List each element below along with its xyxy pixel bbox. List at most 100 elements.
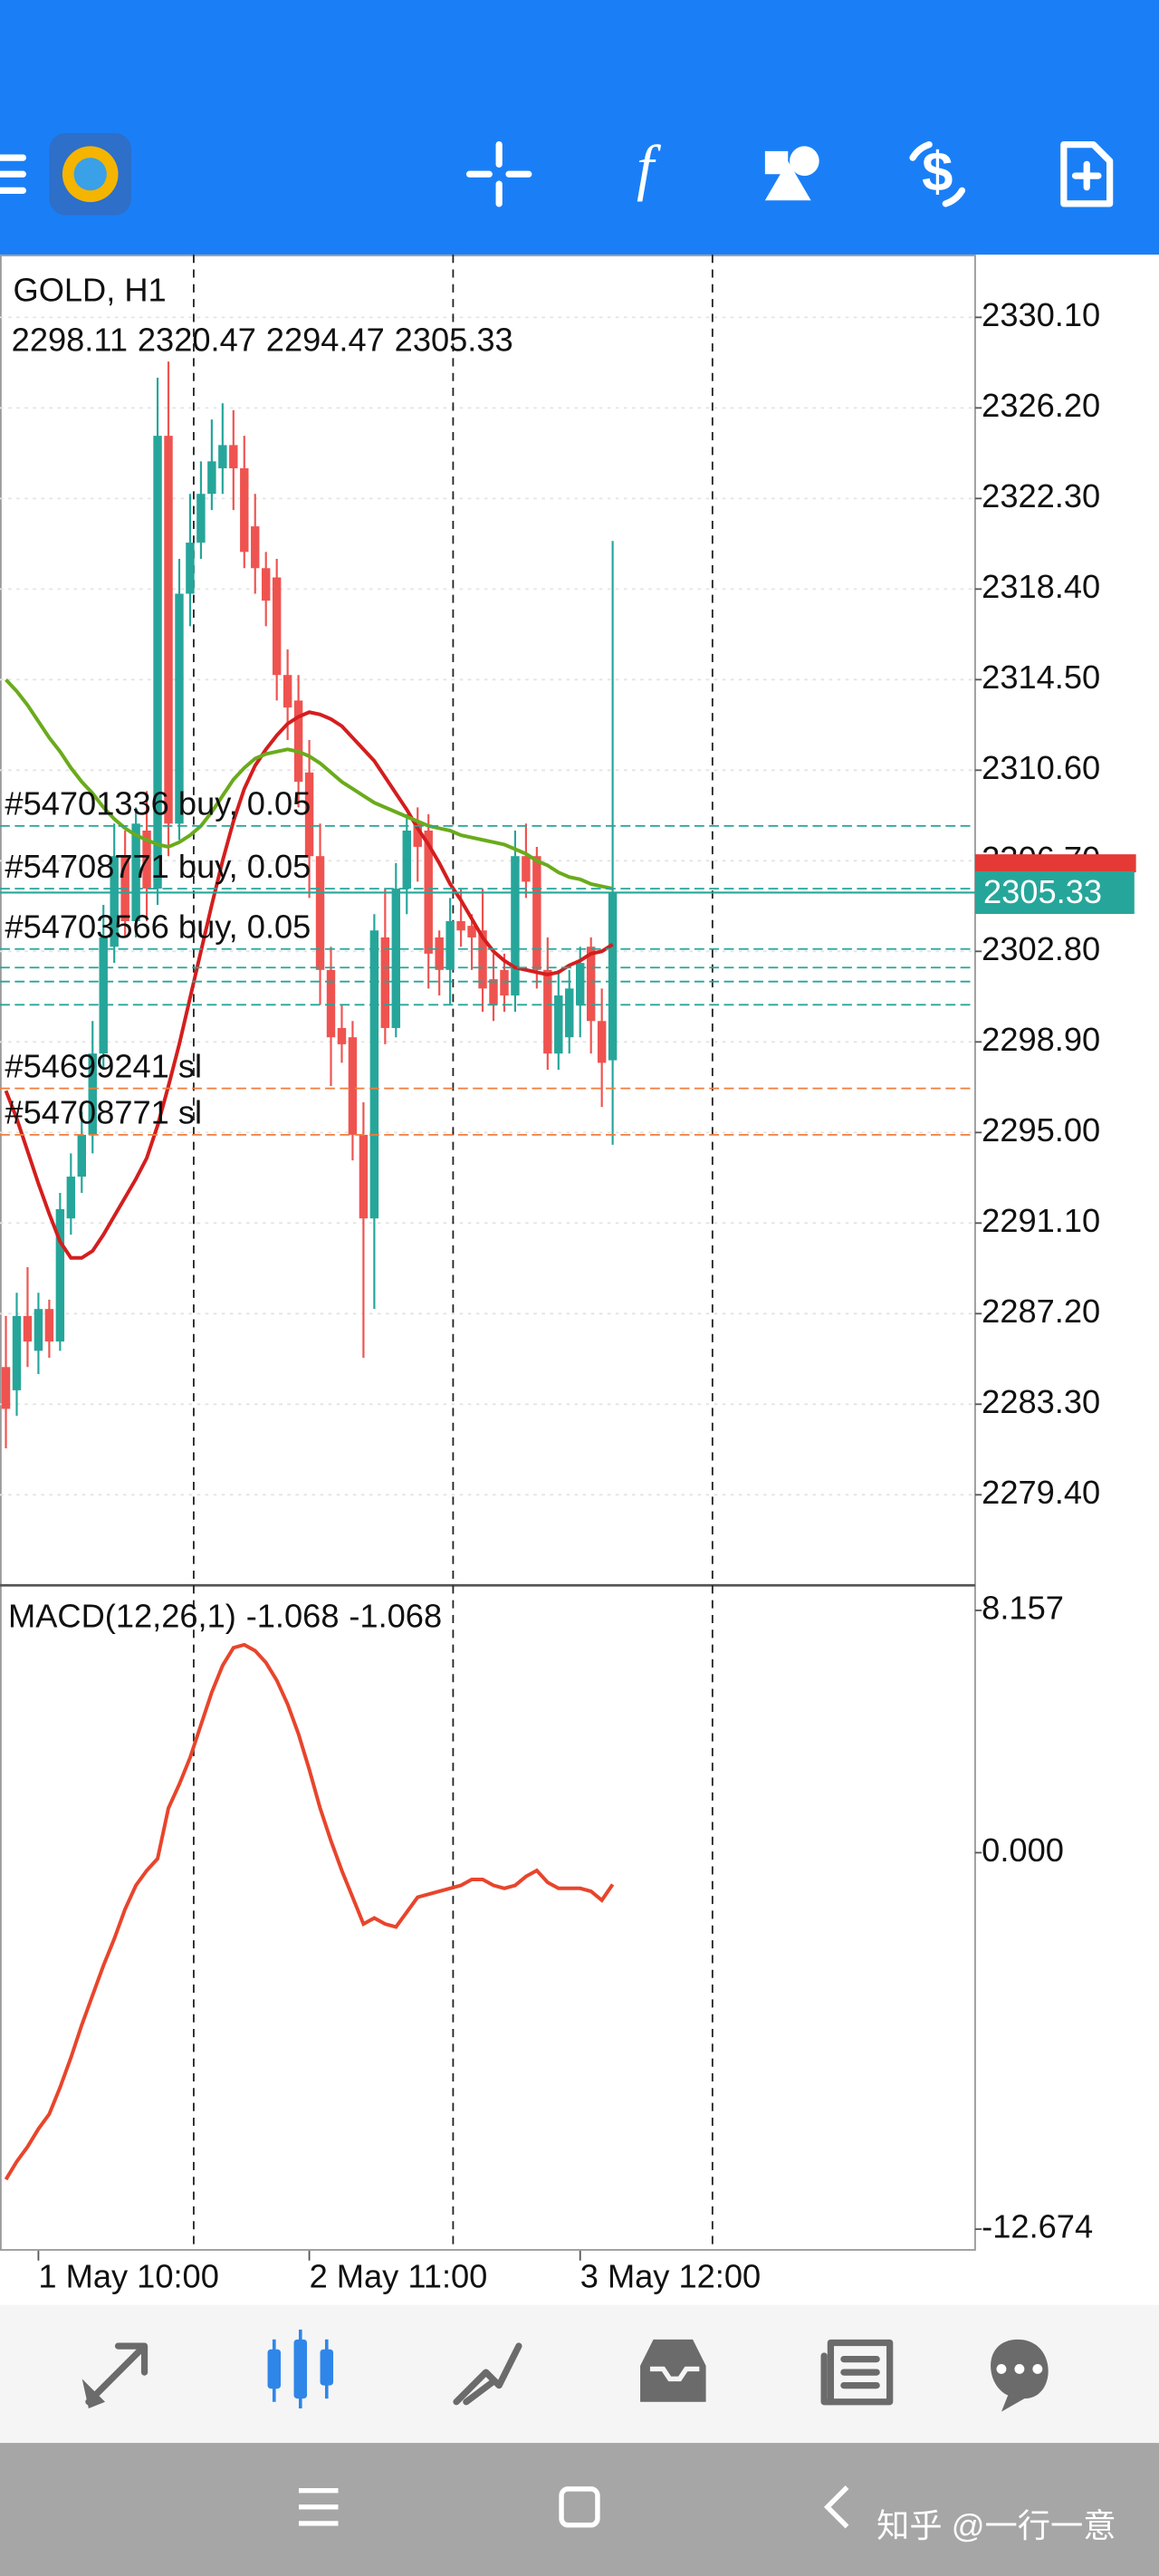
candle-body	[391, 889, 401, 1028]
candle-body	[522, 856, 531, 882]
y-tick-label: 2326.20	[982, 387, 1100, 424]
chat-tab[interactable]	[991, 2339, 1049, 2412]
candle-body	[586, 947, 596, 1022]
candle-body	[55, 1208, 65, 1342]
y-tick-label: 8.157	[982, 1590, 1064, 1627]
top-bar	[0, 0, 1159, 255]
y-tick-label: 2302.80	[982, 930, 1100, 967]
candle-body	[251, 526, 260, 569]
crosshair-button[interactable]	[465, 140, 532, 207]
y-tick-label: 0.000	[982, 1831, 1064, 1869]
candle-body	[207, 461, 216, 495]
price-panel	[0, 361, 975, 1449]
y-tick-label: -12.674	[982, 2208, 1093, 2245]
candle-body	[532, 856, 541, 970]
home-button[interactable]	[559, 2486, 600, 2528]
candle-body	[608, 892, 618, 1061]
candle-body	[597, 1021, 607, 1063]
y-tick-label: 2283.30	[982, 1383, 1100, 1420]
order-label: #54699241 sl	[5, 1047, 202, 1084]
macd-signal: -1.068	[349, 1597, 442, 1634]
candle-body	[272, 577, 282, 676]
candle-body	[413, 823, 422, 847]
svg-text:$: $	[922, 140, 953, 203]
moving-average	[5, 678, 614, 891]
candle-body	[77, 1134, 87, 1177]
candle-body	[337, 1027, 347, 1044]
candle-body	[565, 988, 574, 1038]
grid	[0, 316, 975, 1496]
y-tick-label: 2295.00	[982, 1111, 1100, 1149]
candle-body	[478, 930, 487, 989]
candle-body	[348, 1037, 358, 1135]
candle-body	[293, 700, 303, 783]
macd-panel	[4, 1642, 615, 2181]
news-tab[interactable]	[820, 2339, 894, 2406]
candle-body	[164, 436, 173, 824]
moving-average	[4, 710, 614, 1260]
ohlc-high: 2320.47	[138, 321, 256, 358]
watermark: 知乎 @一行一意	[876, 2507, 1116, 2544]
chart-tab[interactable]	[267, 2329, 334, 2408]
app-logo[interactable]	[49, 132, 132, 216]
candle-body	[456, 920, 465, 931]
x-tick-label: 2 May 11:00	[310, 2257, 488, 2294]
ohlc-close: 2305.33	[395, 321, 513, 358]
candle-body	[326, 969, 336, 1038]
y-tick-label: 2318.40	[982, 568, 1100, 605]
ohlc-open: 2298.11	[12, 321, 128, 358]
y-tick-label: 2291.10	[982, 1202, 1100, 1239]
menu-button[interactable]	[0, 154, 27, 195]
candle-body	[110, 856, 119, 947]
current-price-box	[974, 870, 1135, 915]
recents-button[interactable]	[298, 2487, 339, 2526]
macd-main: -1.068	[246, 1597, 340, 1634]
candle-body	[175, 593, 184, 824]
candle-body	[380, 937, 390, 1028]
candle-body	[359, 1134, 369, 1219]
ask-price-box	[974, 854, 1136, 873]
x-tick-label: 1 May 10:00	[38, 2257, 218, 2294]
candle-body	[1, 1367, 11, 1409]
candle-body	[34, 1309, 43, 1351]
quotes-tab[interactable]	[81, 2342, 148, 2408]
trade-tab[interactable]	[453, 2342, 522, 2406]
candle-body	[283, 675, 292, 708]
order-label: #54701336 buy, 0.05	[5, 785, 311, 822]
ohlc-readout: 2298.11 2320.47 2294.47 2305.33	[12, 321, 513, 358]
candle-body	[66, 1177, 76, 1219]
y-tick-label: 2330.10	[982, 296, 1100, 333]
candle-body	[142, 831, 151, 889]
y-tick-label: 2279.40	[982, 1474, 1100, 1511]
macd-name: MACD(12,26,1)	[8, 1597, 236, 1634]
candle-body	[304, 772, 314, 857]
objects-button[interactable]	[764, 146, 819, 201]
history-tab[interactable]	[640, 2339, 706, 2402]
back-button[interactable]	[823, 2485, 849, 2529]
y-tick-label: 2287.20	[982, 1293, 1100, 1330]
candle-body	[543, 969, 552, 1054]
new-order-button[interactable]	[1060, 140, 1114, 207]
macd-line	[4, 1642, 615, 2181]
candle-body	[467, 926, 476, 937]
candle-body	[315, 856, 325, 970]
candle-body	[99, 937, 108, 1054]
candle-body	[23, 1315, 33, 1342]
y-tick-label: 2314.50	[982, 658, 1100, 696]
candle-body	[489, 979, 498, 1005]
candle-body	[88, 1053, 97, 1135]
current-price-label: 2305.33	[983, 873, 1102, 910]
candle-body	[435, 937, 444, 970]
candle-body	[153, 436, 162, 889]
bottom-nav	[0, 2304, 1159, 2444]
candle-body	[402, 831, 411, 889]
y-tick-label: 2322.30	[982, 477, 1100, 514]
trade-button[interactable]: $	[909, 140, 966, 207]
candle-body	[12, 1315, 22, 1390]
candle-body	[261, 568, 271, 601]
chart-frame	[0, 255, 976, 2251]
macd-title: MACD(12,26,1) -1.068 -1.068	[8, 1597, 442, 1634]
order-label: #54703566 buy, 0.05	[5, 908, 311, 946]
